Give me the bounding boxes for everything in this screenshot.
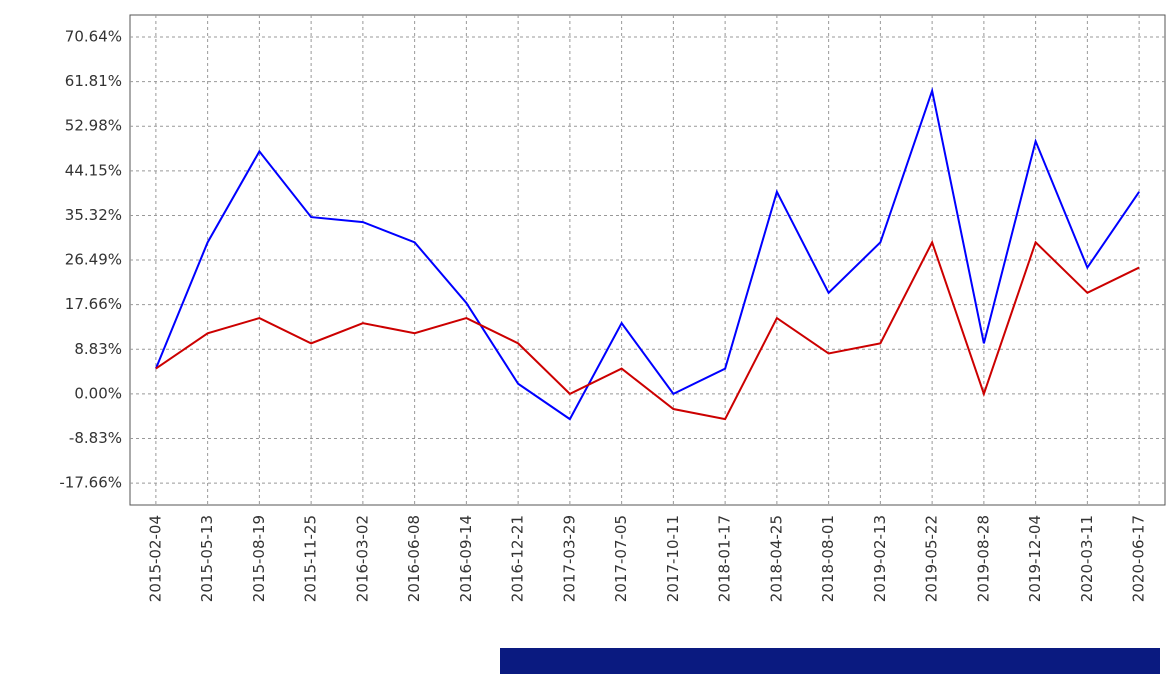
y-tick-label: 70.64% (65, 28, 122, 46)
chart: 70.64% 61.81% 52.98% 44.15% 35.32% 26.49% 17.6… (0, 0, 1175, 678)
y-tick-label: 0.00% (74, 384, 122, 402)
y-tick-label: 44.15% (65, 161, 122, 179)
x-tick-label: 2015-02-04 (146, 515, 164, 602)
x-tick-label: 2017-10-11 (664, 515, 682, 602)
x-tick-label: 2015-08-19 (250, 515, 268, 602)
y-tick-label: -8.83% (69, 429, 122, 447)
x-tick-label: 2015-05-13 (198, 515, 216, 602)
legend-box (500, 648, 1160, 674)
x-tick-label: 2016-03-02 (353, 515, 371, 602)
x-tick-label: 2020-03-11 (1078, 515, 1096, 602)
x-tick-label: 2016-09-14 (457, 515, 475, 602)
x-tick-label: 2016-12-21 (509, 515, 527, 602)
x-tick-label: 2017-07-05 (612, 515, 630, 602)
x-tick-label: 2018-04-25 (767, 515, 785, 602)
x-tick-label: 2017-03-29 (560, 515, 578, 602)
x-tick-label: 2020-06-17 (1130, 515, 1148, 602)
x-tick-label: 2019-12-04 (1026, 515, 1044, 602)
y-tick-label: 17.66% (65, 295, 122, 313)
x-tick-label: 2019-02-13 (871, 515, 889, 602)
x-tick-label: 2019-05-22 (923, 515, 941, 602)
y-tick-label: -17.66% (59, 474, 122, 492)
y-tick-label: 61.81% (65, 72, 122, 90)
x-tick-label: 2018-08-01 (819, 515, 837, 602)
y-tick-label: 8.83% (74, 340, 122, 358)
x-tick-label: 2018-01-17 (716, 515, 734, 602)
background (0, 0, 1175, 678)
x-tick-label: 2019-08-28 (974, 515, 992, 602)
x-tick-label: 2015-11-25 (302, 515, 320, 602)
y-tick-label: 26.49% (65, 251, 122, 269)
y-tick-label: 52.98% (65, 117, 122, 135)
x-tick-label: 2016-06-08 (405, 515, 423, 602)
page: 70.64% 61.81% 52.98% 44.15% 35.32% 26.49% 17.6… (0, 0, 1175, 682)
y-tick-label: 35.32% (65, 206, 122, 224)
